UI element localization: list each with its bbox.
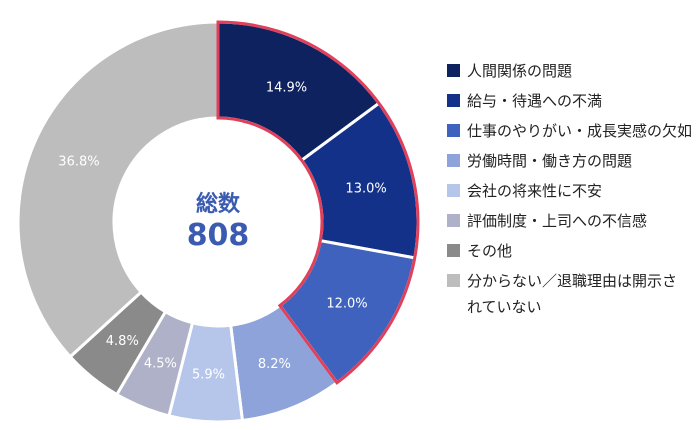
legend-label-6: 評価制度・上司への不信感 bbox=[467, 212, 648, 230]
value-label-2: 13.0% bbox=[345, 182, 386, 197]
legend-item-2: 給与・待遇への不満 bbox=[447, 88, 692, 114]
value-label-5: 5.9% bbox=[192, 368, 225, 383]
legend-swatch-2 bbox=[447, 94, 460, 107]
legend-swatch-3 bbox=[447, 124, 460, 137]
legend-label-5: 会社の将来性に不安 bbox=[467, 182, 603, 200]
highlight-outline bbox=[216, 20, 420, 385]
legend: 人間関係の問題給与・待遇への不満仕事のやりがい・成長実感の欠如 労働時間・働き方の… bbox=[447, 58, 692, 324]
center-value: 808 bbox=[186, 218, 250, 253]
legend-swatch-6 bbox=[447, 214, 460, 227]
value-label-8: 36.8% bbox=[58, 155, 99, 170]
legend-item-5: 会社の将来性に不安 bbox=[447, 178, 692, 204]
legend-item-1: 人間関係の問題 bbox=[447, 58, 692, 84]
legend-label-3: 仕事のやりがい・成長実感の欠如 bbox=[467, 122, 693, 140]
value-label-4: 8.2% bbox=[258, 357, 291, 372]
legend-swatch-1 bbox=[447, 64, 460, 77]
value-label-1: 14.9% bbox=[266, 80, 307, 95]
legend-label-7: その他 bbox=[467, 242, 513, 260]
legend-item-7: その他 bbox=[447, 238, 692, 264]
legend-swatch-8 bbox=[447, 274, 460, 287]
value-label-6: 4.5% bbox=[144, 357, 177, 372]
legend-item-8: 分からない／退職理由は開示されていない bbox=[447, 268, 692, 320]
legend-label-2: 給与・待遇への不満 bbox=[467, 92, 603, 110]
value-label-7: 4.8% bbox=[106, 334, 139, 349]
center-label: 総数 bbox=[195, 192, 240, 217]
legend-item-3: 仕事のやりがい・成長実感の欠如 bbox=[447, 118, 692, 144]
value-label-3: 12.0% bbox=[326, 296, 367, 311]
legend-label-1: 人間関係の問題 bbox=[467, 62, 573, 80]
donut-segment-8 bbox=[16, 20, 220, 359]
legend-swatch-5 bbox=[447, 184, 460, 197]
legend-item-4: 労働時間・働き方の問題 bbox=[447, 148, 692, 174]
legend-swatch-4 bbox=[447, 154, 460, 167]
legend-label-8: 分からない／退職理由は開示されていない bbox=[467, 272, 678, 316]
legend-swatch-7 bbox=[447, 244, 460, 257]
legend-item-6: 評価制度・上司への不信感 bbox=[447, 208, 692, 234]
legend-label-4: 労働時間・働き方の問題 bbox=[467, 152, 633, 170]
